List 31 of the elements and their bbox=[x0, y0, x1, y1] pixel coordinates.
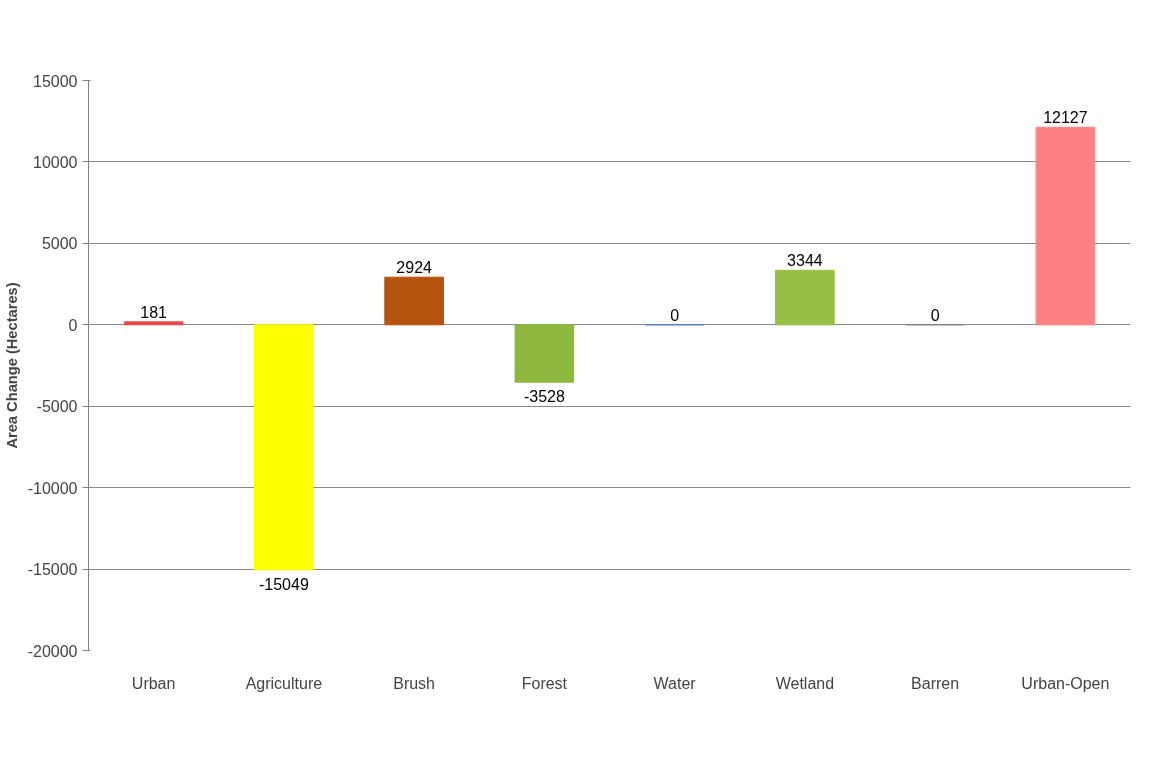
y-axis-title: Area Change (Hectares) bbox=[3, 282, 20, 449]
bar bbox=[254, 324, 314, 571]
x-tick-label: Barren bbox=[911, 674, 960, 692]
data-label: 12127 bbox=[1043, 109, 1088, 127]
y-tick-label: 5000 bbox=[41, 235, 78, 253]
y-tick-label: -10000 bbox=[27, 479, 78, 497]
data-label: 181 bbox=[140, 303, 168, 321]
y-tick-label: -5000 bbox=[36, 398, 78, 416]
y-tick-label: 15000 bbox=[33, 72, 78, 90]
bar bbox=[384, 276, 444, 326]
bar bbox=[514, 324, 575, 383]
y-tick-label: 0 bbox=[68, 316, 78, 334]
x-tick-label: Urban-Open bbox=[1021, 674, 1110, 692]
data-label: -3528 bbox=[523, 388, 565, 406]
y-tick-label: 10000 bbox=[33, 153, 78, 171]
bar bbox=[1035, 126, 1096, 326]
bar bbox=[123, 321, 184, 326]
x-tick-label: Wetland bbox=[775, 674, 835, 692]
x-tick-label: Agriculture bbox=[245, 674, 323, 692]
data-label: -15049 bbox=[258, 575, 309, 593]
y-tick-label: -20000 bbox=[27, 642, 78, 660]
x-tick-label: Brush bbox=[393, 674, 436, 692]
y-tick-label: -15000 bbox=[27, 561, 78, 579]
x-tick-label: Urban bbox=[131, 674, 176, 692]
data-label: 2924 bbox=[396, 259, 433, 277]
data-label: 0 bbox=[670, 306, 680, 324]
x-tick-label: Water bbox=[653, 674, 697, 692]
bar bbox=[775, 269, 835, 326]
x-tick-label: Forest bbox=[521, 674, 568, 692]
data-label: 0 bbox=[930, 306, 940, 324]
data-label: 3344 bbox=[787, 252, 823, 270]
